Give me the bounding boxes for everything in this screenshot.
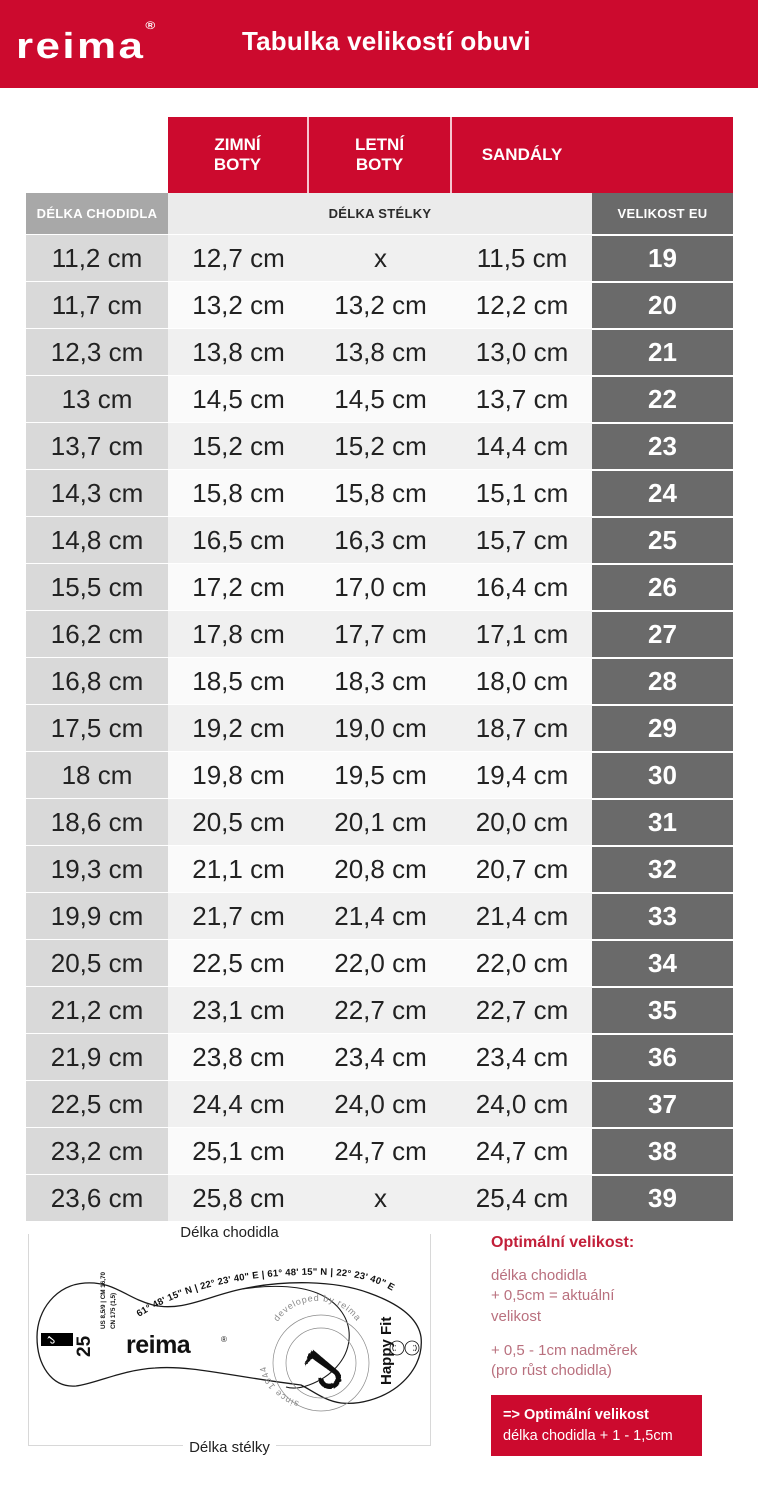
svg-text:developed by reima: developed by reima <box>271 1293 363 1323</box>
svg-text:25: 25 <box>74 1335 95 1357</box>
svg-text:CN 175 (1,5): CN 175 (1,5) <box>110 1293 117 1329</box>
svg-text:®: ® <box>221 1335 227 1344</box>
svg-text:since 1944: since 1944 <box>258 1365 300 1409</box>
svg-text:Happy Fit: Happy Fit <box>378 1317 395 1385</box>
svg-text:reima: reima <box>126 1331 192 1359</box>
svg-text:US 8,5/9 | CM 16,70: US 8,5/9 | CM 16,70 <box>100 1271 107 1329</box>
